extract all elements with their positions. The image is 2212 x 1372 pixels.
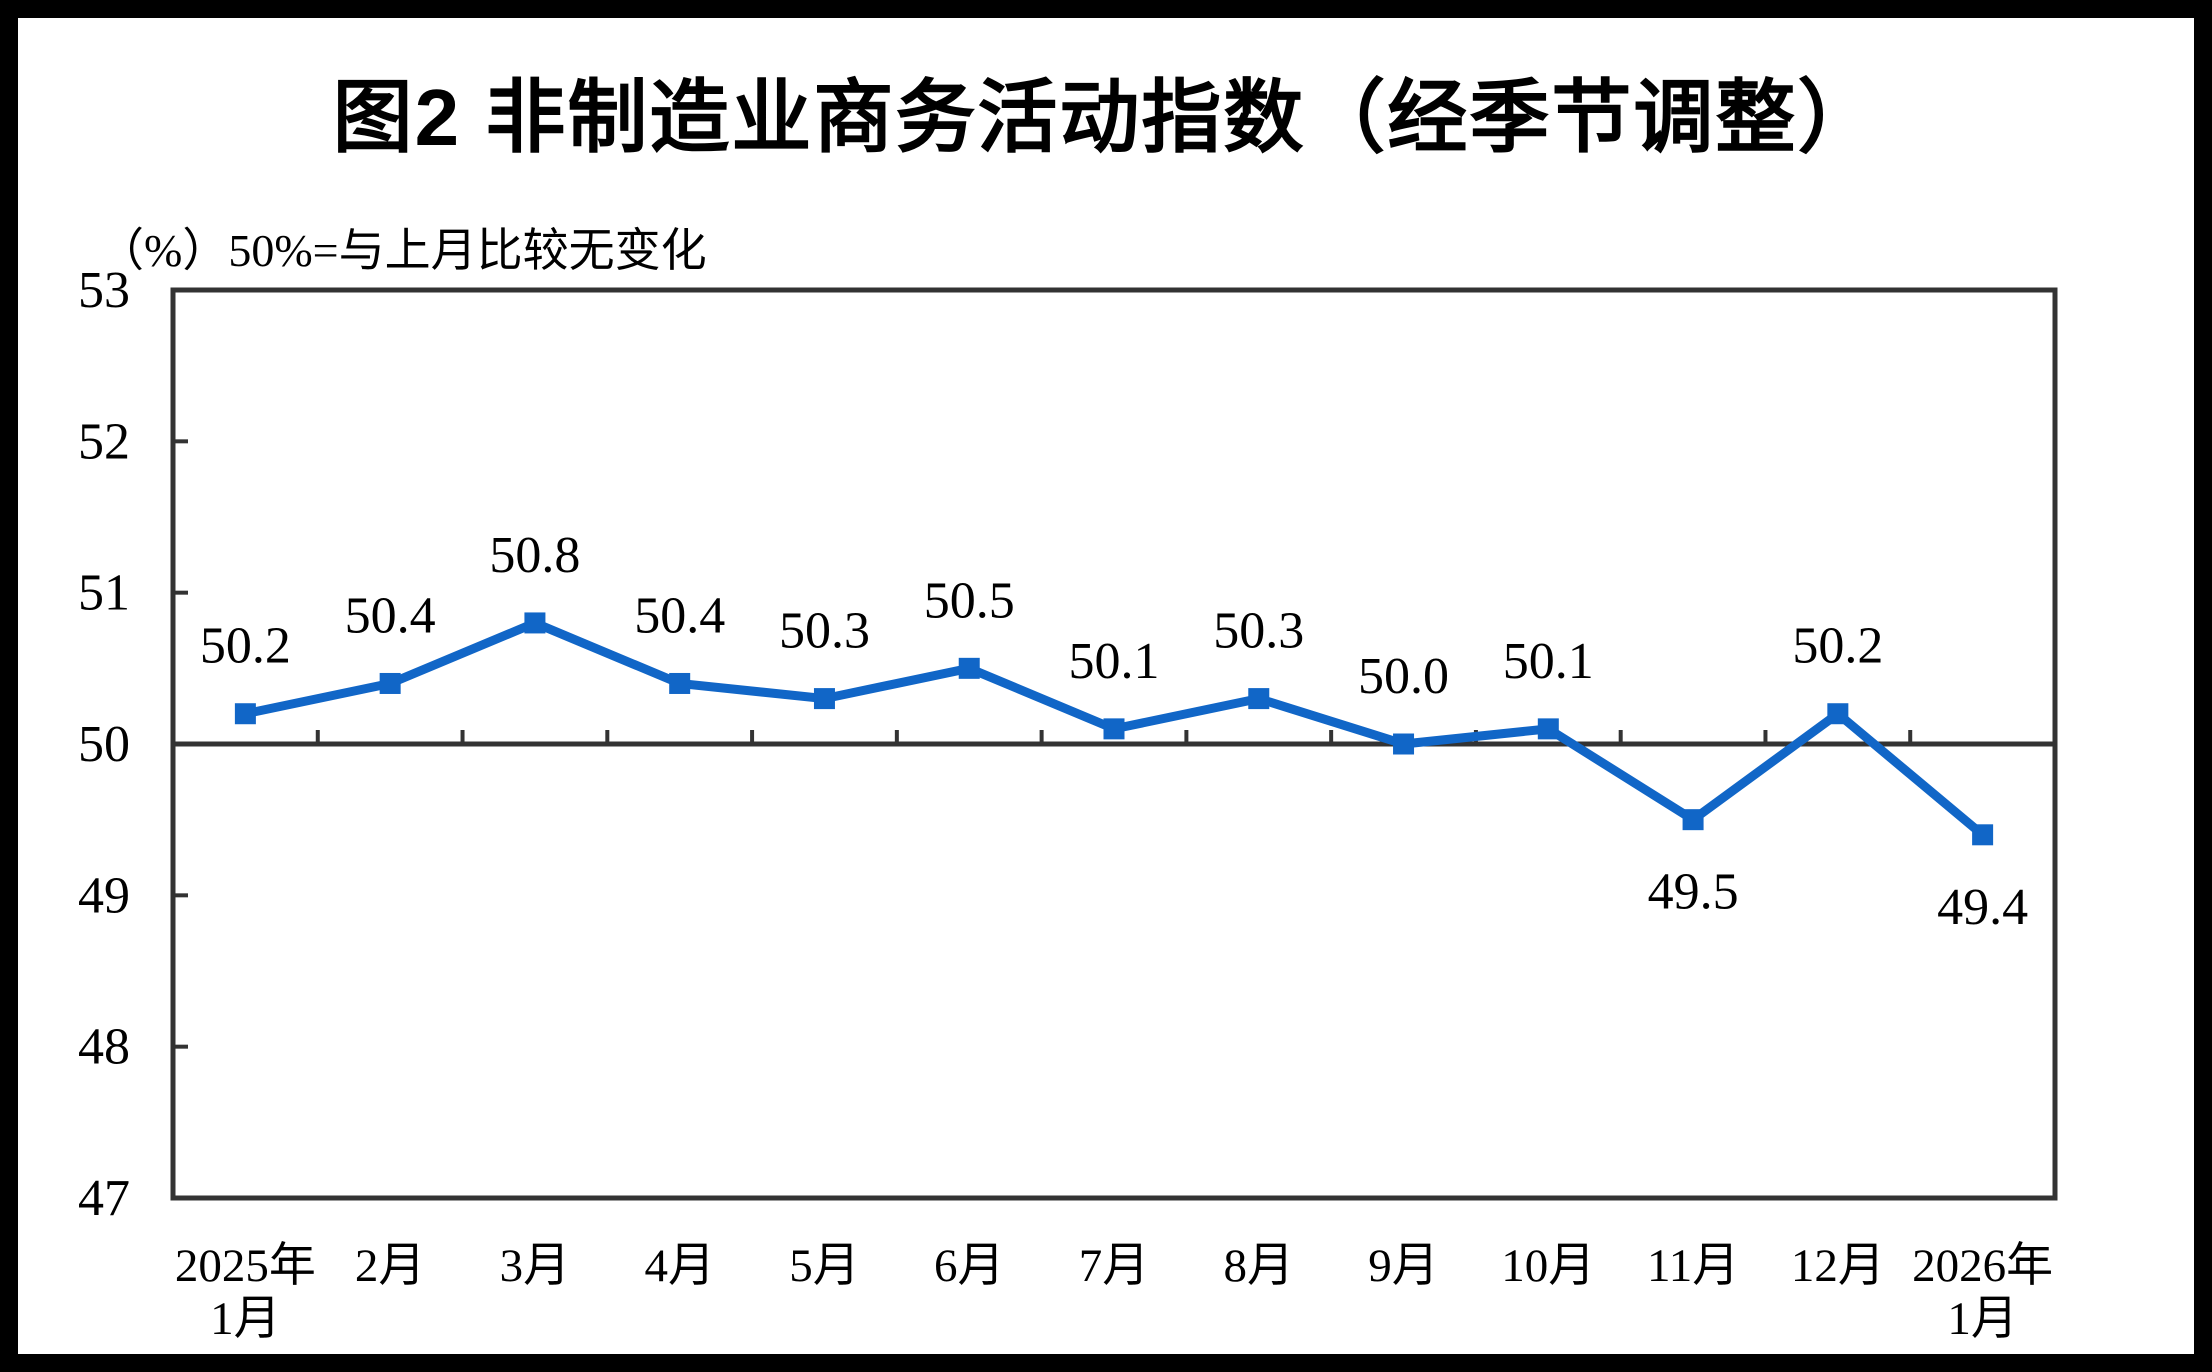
data-point-label: 50.0 (1358, 648, 1449, 705)
data-point-marker (1537, 718, 1559, 740)
data-point-marker (958, 657, 980, 679)
data-point-marker (1103, 718, 1125, 740)
y-axis-label: 48 (78, 1019, 130, 1076)
data-point-label: 50.5 (924, 572, 1015, 629)
data-point-marker (669, 672, 691, 694)
y-axis-label: 47 (78, 1170, 130, 1227)
y-axis-label: 52 (78, 413, 130, 470)
x-axis-label: 12月 (1791, 1240, 1885, 1292)
data-point-label: 50.1 (1503, 633, 1594, 690)
x-axis-label: 9月 (1368, 1240, 1439, 1292)
x-axis-label: 1月 (1947, 1293, 2018, 1345)
data-point-label: 50.8 (489, 527, 580, 584)
x-axis-label: 2月 (355, 1240, 426, 1292)
y-axis-label: 53 (78, 262, 130, 319)
data-point-label: 50.4 (345, 587, 436, 644)
data-point-label: 50.3 (1213, 603, 1304, 660)
y-axis-label: 50 (78, 716, 130, 773)
data-point-marker (1393, 733, 1415, 755)
x-axis-label: 5月 (789, 1240, 860, 1292)
data-point-label: 49.4 (1937, 879, 2028, 936)
data-point-label: 50.3 (779, 603, 870, 660)
data-point-label: 50.4 (634, 587, 725, 644)
data-point-marker (1248, 688, 1270, 710)
x-axis-label: 4月 (644, 1240, 715, 1292)
x-axis-label: 11月 (1647, 1240, 1739, 1292)
data-point-label: 50.1 (1069, 633, 1160, 690)
x-axis-label: 8月 (1224, 1240, 1295, 1292)
data-point-label: 49.5 (1648, 864, 1739, 921)
data-point-marker (234, 703, 256, 725)
data-point-marker (813, 688, 835, 710)
data-point-marker (1682, 809, 1704, 831)
y-axis-label: 51 (78, 565, 130, 622)
x-axis-label: 1月 (210, 1293, 281, 1345)
x-axis-label: 7月 (1079, 1240, 1150, 1292)
data-point-marker (1827, 703, 1849, 725)
data-point-marker (379, 672, 401, 694)
data-point-label: 50.2 (1792, 618, 1883, 675)
x-axis-label: 2025年 (175, 1240, 316, 1292)
y-axis-label: 49 (78, 867, 130, 924)
data-point-marker (524, 612, 546, 634)
x-axis-label: 10月 (1501, 1240, 1595, 1292)
data-point-marker (1972, 824, 1994, 846)
axis-unit-note: （%）50%=与上月比较无变化 (98, 225, 707, 276)
x-axis-label: 6月 (934, 1240, 1005, 1292)
x-axis-label: 3月 (500, 1240, 571, 1292)
x-axis-label: 2026年 (1912, 1240, 2053, 1292)
chart-title: 图2 非制造业商务活动指数（经季节调整） (332, 73, 1880, 162)
data-point-label: 50.2 (200, 618, 291, 675)
